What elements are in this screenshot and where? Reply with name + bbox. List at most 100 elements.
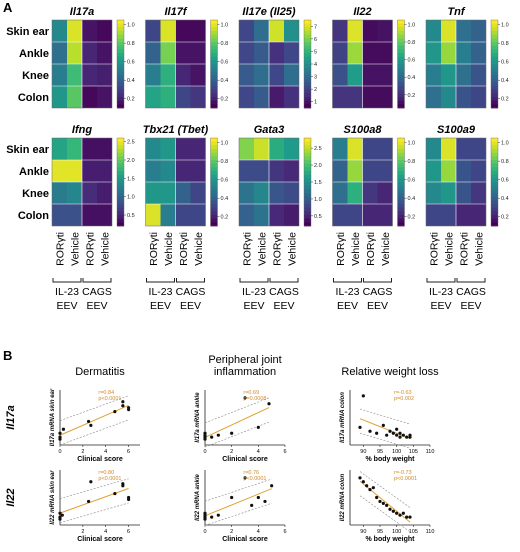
colorbar-tick-label: 0.2 (501, 215, 509, 221)
column-label: RORγti (178, 232, 190, 266)
colorbar-segment (304, 49, 311, 54)
heatmap-cell (97, 64, 112, 86)
heatmap-cell (67, 64, 82, 86)
colorbar-segment (491, 67, 498, 72)
colorbar-segment (117, 93, 124, 98)
colorbar-segment (210, 67, 218, 72)
heatmap-cell (52, 160, 67, 182)
heatmap-cell (254, 42, 269, 64)
data-point (405, 435, 409, 439)
colorbar-tick-label: 0.4 (221, 196, 229, 202)
x-axis-label: % body weight (366, 456, 416, 463)
heatmap-cell (441, 160, 456, 182)
x-tick-label: 2 (230, 449, 233, 455)
data-point (58, 435, 62, 439)
heatmap-cell (254, 182, 269, 204)
colorbar-segment (210, 171, 218, 176)
column-label: RORγti (85, 232, 97, 266)
data-point (398, 435, 402, 439)
group-label: EEV (86, 300, 107, 312)
data-point (401, 433, 405, 437)
data-point (58, 511, 62, 515)
heatmap-cell (67, 182, 82, 204)
colorbar-segment (304, 23, 311, 28)
colorbar-segment (117, 185, 124, 190)
data-point (391, 431, 395, 435)
heatmap-cell (97, 42, 112, 64)
heatmap-cell (175, 42, 191, 64)
heatmap-4: Il22 1.0 0.8 0.6 0.4 0.2 (332, 6, 415, 109)
data-point (243, 476, 247, 480)
colorbar-segment (304, 207, 311, 212)
colorbar-segment (397, 34, 405, 39)
colorbar-segment (491, 56, 498, 61)
group-label: EEV (273, 300, 294, 312)
heatmap-cell (471, 64, 486, 86)
colorbar-tick-label: 1 (314, 100, 317, 106)
heatmap-cell (362, 20, 378, 42)
column-label: Vehicle (257, 232, 269, 266)
colorbar-segment (117, 53, 124, 58)
data-point (216, 513, 220, 517)
colorbar-segment (117, 60, 124, 65)
colorbar-tick-label: 0.6 (408, 178, 416, 184)
heatmap-1: Il17a 1.0 0.8 0.6 0.4 0.2 Skin ear Ankle Knee Col… (6, 6, 135, 109)
colorbar-segment (117, 174, 124, 179)
colorbar-segment (397, 104, 405, 109)
group-label: EEV (243, 300, 264, 312)
colorbar-segment (491, 60, 498, 65)
heatmap-cell (82, 204, 97, 226)
heatmap-cell (269, 204, 284, 226)
data-point (121, 484, 125, 488)
x-tick-label: 105 (409, 449, 418, 455)
data-point (126, 408, 131, 412)
colorbar-segment (210, 193, 218, 198)
heatmap-cell (254, 204, 269, 226)
colorbar-segment (117, 138, 124, 143)
data-point (395, 427, 399, 431)
heatmap-cell (456, 204, 471, 226)
heatmap-cell (145, 204, 161, 226)
heatmap-cell (456, 160, 471, 182)
colorbar-segment (117, 211, 124, 216)
scatter-plot-6: 90 95 100 105 110 % body weight Il22 mRNA colo… (340, 470, 434, 543)
heatmap-cell (52, 182, 67, 204)
heatmap-cell (175, 86, 191, 108)
colorbar-segment (210, 82, 218, 87)
data-point (256, 495, 260, 500)
data-point (230, 495, 234, 500)
colorbar-segment (117, 204, 124, 209)
colorbar-segment (491, 218, 498, 223)
heatmap-cell (190, 160, 206, 182)
heatmap-row-label: Skin ear (6, 144, 50, 156)
correlation-r: r=0.84 (98, 390, 114, 396)
heatmap-cell (332, 182, 348, 204)
heatmap-cell (377, 138, 393, 160)
colorbar-tick-label: 1.0 (127, 195, 135, 201)
scatter-column-title: Peripheral joint (208, 354, 281, 366)
colorbar-segment (491, 204, 498, 209)
confidence-band (59, 419, 129, 446)
group-label: IL-23 (429, 286, 453, 298)
heatmap-cell (332, 138, 348, 160)
colorbar-frame (210, 137, 218, 227)
heatmap-cell (269, 86, 284, 108)
colorbar-segment (210, 23, 218, 28)
heatmap-cell (175, 20, 191, 42)
x-axis-label: Clinical score (222, 536, 268, 543)
data-point (210, 515, 214, 519)
data-point (401, 511, 405, 515)
colorbar-segment (491, 38, 498, 43)
colorbar-tick-label: 0.5 (127, 213, 135, 219)
colorbar-segment (117, 27, 124, 32)
heatmap-row-label: Knee (22, 70, 49, 82)
correlation-p: p<0.0001 (243, 476, 266, 482)
colorbar-tick-label: 2.5 (127, 140, 135, 146)
regression-line (359, 480, 411, 523)
heatmap-frame (238, 137, 300, 227)
group-bracket (82, 278, 112, 283)
confidence-band (359, 408, 411, 425)
group-bracket (239, 278, 269, 283)
data-point (398, 431, 402, 435)
scatter-row-label: Il17a (5, 405, 17, 429)
